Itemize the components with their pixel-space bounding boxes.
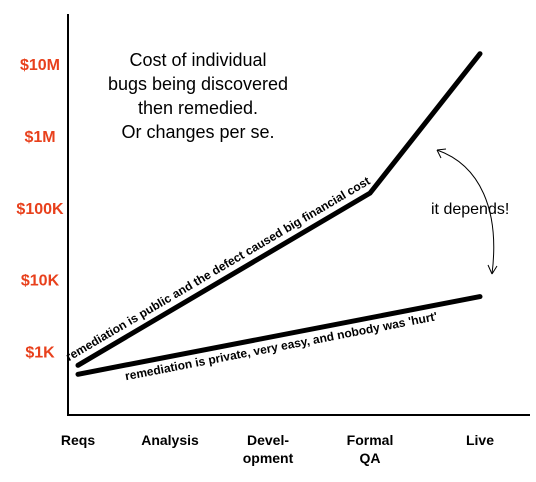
- y-tick-label: $10K: [21, 273, 60, 290]
- x-tick-label: Live: [466, 432, 494, 448]
- annotation-arrowhead-top: [436, 148, 447, 159]
- y-tick-label: $10M: [20, 57, 60, 74]
- series-line: [75, 294, 483, 377]
- x-tick-labels: Reqs Analysis Devel-opment Formal QA Live: [61, 432, 494, 466]
- y-tick-label: $1K: [25, 344, 55, 361]
- y-tick-labels: $1K $10K $100K $1M $10M: [16, 57, 64, 361]
- title-line: bugs being discovered: [108, 74, 288, 94]
- series-label: remediation is private, very easy, and n…: [124, 309, 439, 383]
- x-tick-label: Devel-: [247, 432, 289, 448]
- x-tick-label: opment: [243, 450, 294, 466]
- annotation-text: it depends!: [431, 201, 509, 218]
- title-line: Or changes per se.: [121, 122, 274, 142]
- annotation-arrowhead-bottom: [487, 264, 498, 275]
- annotation-arrow: [436, 149, 495, 275]
- y-tick-label: $100K: [16, 201, 64, 218]
- title-line: then remedied.: [138, 98, 258, 118]
- annotation: it depends!: [431, 148, 509, 275]
- x-tick-label: QA: [360, 450, 381, 466]
- x-tick-label: Analysis: [141, 432, 199, 448]
- series-line: [75, 51, 483, 368]
- x-tick-label: Reqs: [61, 432, 95, 448]
- chart-title: Cost of individual bugs being discovered t…: [108, 50, 288, 142]
- y-tick-label: $1M: [24, 129, 55, 146]
- title-line: Cost of individual: [129, 50, 266, 70]
- series-lines: remediation is public and the defect cau…: [63, 51, 483, 383]
- x-tick-label: Formal: [347, 432, 394, 448]
